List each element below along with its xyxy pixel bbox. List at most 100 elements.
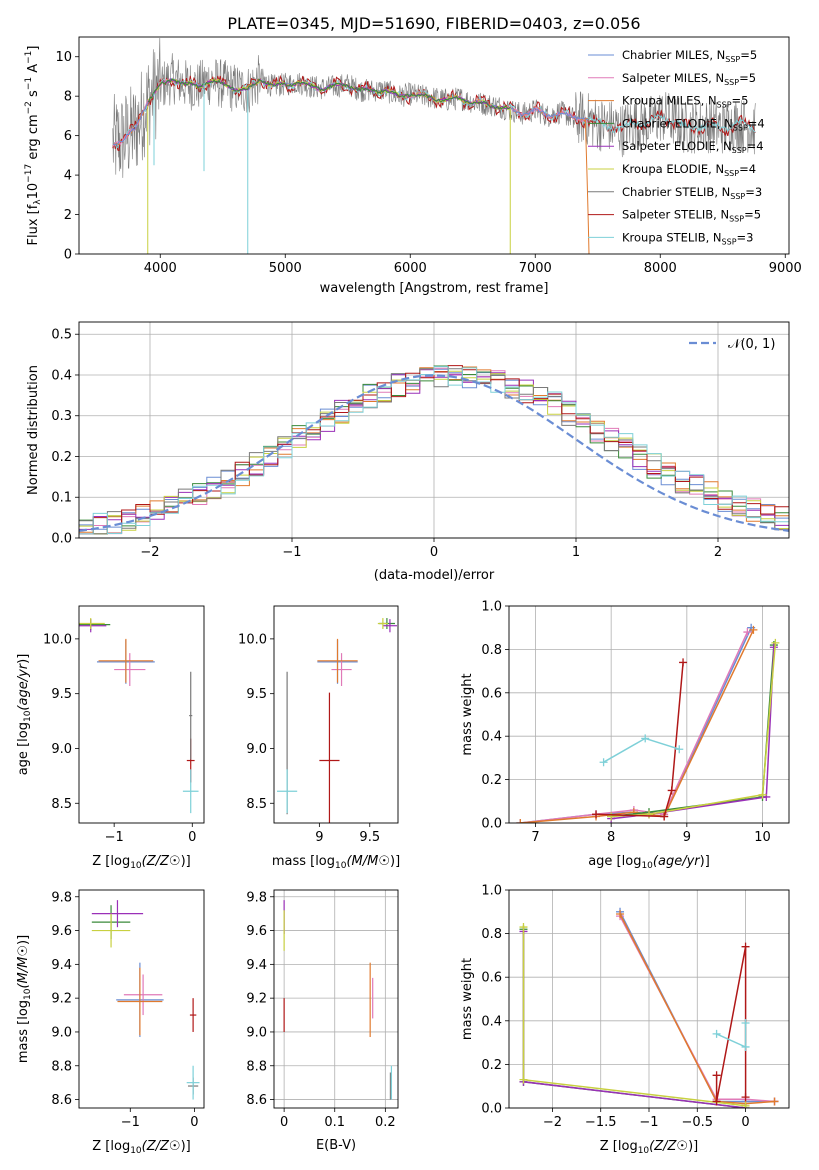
legend-entry-sub: SSP xyxy=(729,215,744,224)
y-tick-label: 9.0 xyxy=(246,742,267,757)
y-tick-label: 0.8 xyxy=(481,643,502,658)
y-axis-label-text: s xyxy=(26,90,41,101)
x-axis-label: Z [log10(Z/Z☉)] xyxy=(92,1139,190,1156)
legend-entry-sub: SSP xyxy=(730,192,745,201)
y-axis-label-text: )] xyxy=(16,654,31,664)
y-axis-label-text: Flux [f xyxy=(26,204,41,245)
y-axis-label-text: )] xyxy=(16,935,31,945)
x-axis-label-sub: 10 xyxy=(130,861,142,871)
legend-entry-text: Kroupa ELODIE, N xyxy=(622,162,724,176)
series-marker xyxy=(758,790,767,799)
series-line-kroupa_stelib xyxy=(603,737,680,763)
legend-entry: Kroupa STELIB, NSSP=3 xyxy=(622,230,753,246)
legend-entry-sub: SSP xyxy=(724,169,739,178)
legend-entry: Chabrier MILES, NSSP=5 xyxy=(622,48,757,64)
series-marker xyxy=(712,1071,721,1080)
x-axis-label: mass [log10(M/M☉)] xyxy=(272,854,400,871)
legend-entry-n: =3 xyxy=(745,185,762,199)
x-axis-label-math: (Z/Z☉ xyxy=(649,1139,688,1154)
spectrum-model-chabrier_elodie xyxy=(147,78,511,110)
y-axis-label: mass weight xyxy=(460,958,475,1040)
series-line-chabrier_elodie xyxy=(522,929,746,1108)
legend-entry: Salpeter MILES, NSSP=5 xyxy=(622,71,756,87)
y-tick-label: 0.0 xyxy=(481,817,502,832)
x-tick-label: −1 xyxy=(105,830,124,845)
legend-entry-sub: SSP xyxy=(725,55,740,64)
series-marker xyxy=(712,1029,721,1038)
y-axis-label-text: erg cm xyxy=(26,114,41,163)
x-tick-label: 0 xyxy=(188,830,196,845)
series-marker xyxy=(519,923,528,932)
axes-age_vs_mass: 9 9.5 8.5 9.0 9.5 10.0 mass [log10(M/M☉)] xyxy=(238,605,400,871)
x-tick-label: −1 xyxy=(282,545,301,560)
histogram-kroupa_stelib xyxy=(79,366,789,535)
axes-frame xyxy=(78,605,205,824)
plot-area xyxy=(519,907,779,1108)
y-axis-label-sup: −2 xyxy=(24,101,34,114)
x-axis-label-sub: 10 xyxy=(130,1146,142,1156)
y-tick-label: 0.3 xyxy=(51,409,72,424)
x-tick-label: −1 xyxy=(121,1115,140,1130)
legend-entry-text: Salpeter ELODIE, N xyxy=(622,139,732,153)
y-tick-label: 0.2 xyxy=(481,773,502,788)
x-tick-label: 9 xyxy=(315,830,323,845)
series-marker xyxy=(769,643,778,652)
legend-entry: Kroupa ELODIE, NSSP=4 xyxy=(622,162,756,178)
legend-entry-text: Chabrier ELODIE, N xyxy=(622,116,733,130)
x-tick-label: 9 xyxy=(683,830,691,845)
series-marker xyxy=(599,758,608,767)
x-tick-label: 8000 xyxy=(644,261,677,276)
x-axis-label-text: wavelength [Angstrom, rest frame] xyxy=(320,281,549,296)
x-axis-label-sub: 10 xyxy=(641,861,653,871)
y-axis-label-sub: 10 xyxy=(23,988,33,1000)
y-tick-label: 0.5 xyxy=(51,328,72,343)
y-axis-label-text: 10 xyxy=(26,183,41,200)
y-tick-label: 10 xyxy=(55,50,72,65)
y-tick-label: 9.4 xyxy=(246,958,267,973)
y-tick-label: 8.6 xyxy=(246,1093,267,1108)
series-marker xyxy=(519,1075,528,1084)
y-axis-label: Normed distribution xyxy=(26,365,41,495)
legend-entry: Chabrier STELIB, NSSP=3 xyxy=(622,185,762,201)
series-marker xyxy=(749,625,758,634)
y-axis-label: mass weight xyxy=(460,673,475,755)
series-marker xyxy=(645,810,653,819)
y-axis-label-sup: −1 xyxy=(24,51,34,64)
series-marker xyxy=(641,734,650,743)
y-tick-label: 9.2 xyxy=(51,992,72,1007)
axes-residuals: −2 −1 0 1 2 0.0 0.1 0.2 0.3 0.4 0.5 (data-model)/er… xyxy=(26,321,790,583)
x-tick-label: −2 xyxy=(140,545,159,560)
axes-frame xyxy=(508,889,790,1109)
y-tick-label: 8.5 xyxy=(246,797,267,812)
y-tick-label: 8.5 xyxy=(51,797,72,812)
x-tick-label: 0 xyxy=(280,1115,288,1130)
axes-spectrum: 4000 5000 6000 7000 8000 9000 0 2 4 6 8 10 wavelengt… xyxy=(24,36,802,296)
x-axis-label: E(B-V) xyxy=(316,1138,356,1153)
legend-entry-sub: SSP xyxy=(733,123,748,132)
plot-area xyxy=(283,900,393,1100)
legend-entry: Kroupa MILES, NSSP=5 xyxy=(622,94,748,110)
series-line-chabrier_elodie xyxy=(611,645,775,818)
legend-entry-n: =3 xyxy=(737,230,754,244)
x-axis-label-sub: 10 xyxy=(335,861,347,871)
y-tick-label: 9.0 xyxy=(51,742,72,757)
x-tick-label: 7000 xyxy=(519,261,552,276)
y-tick-label: 9.5 xyxy=(246,687,267,702)
axes-mass_vs_z: −1 08.68.89.09.29.49.69.8Z [log10(Z/Z☉)]m… xyxy=(16,889,205,1156)
x-tick-label: −1 xyxy=(639,1115,658,1130)
y-axis-label-text: A xyxy=(26,64,41,77)
series-marker xyxy=(667,786,676,795)
x-axis-label-text: )] xyxy=(181,1139,191,1154)
x-tick-label: 0.1 xyxy=(324,1115,345,1130)
series-line-salpeter_elodie xyxy=(522,931,746,1108)
y-tick-label: 10.0 xyxy=(238,632,267,647)
y-tick-label: 9.8 xyxy=(246,890,267,905)
series-marker xyxy=(770,1097,779,1106)
legend-entry-text: Kroupa STELIB, N xyxy=(622,230,722,244)
series-line-chabrier_miles xyxy=(520,627,752,823)
x-tick-label: 4000 xyxy=(144,261,177,276)
y-axis-label-math: (age/yr xyxy=(16,662,31,710)
x-tick-label: 9000 xyxy=(769,261,802,276)
x-tick-label: −2 xyxy=(543,1115,562,1130)
